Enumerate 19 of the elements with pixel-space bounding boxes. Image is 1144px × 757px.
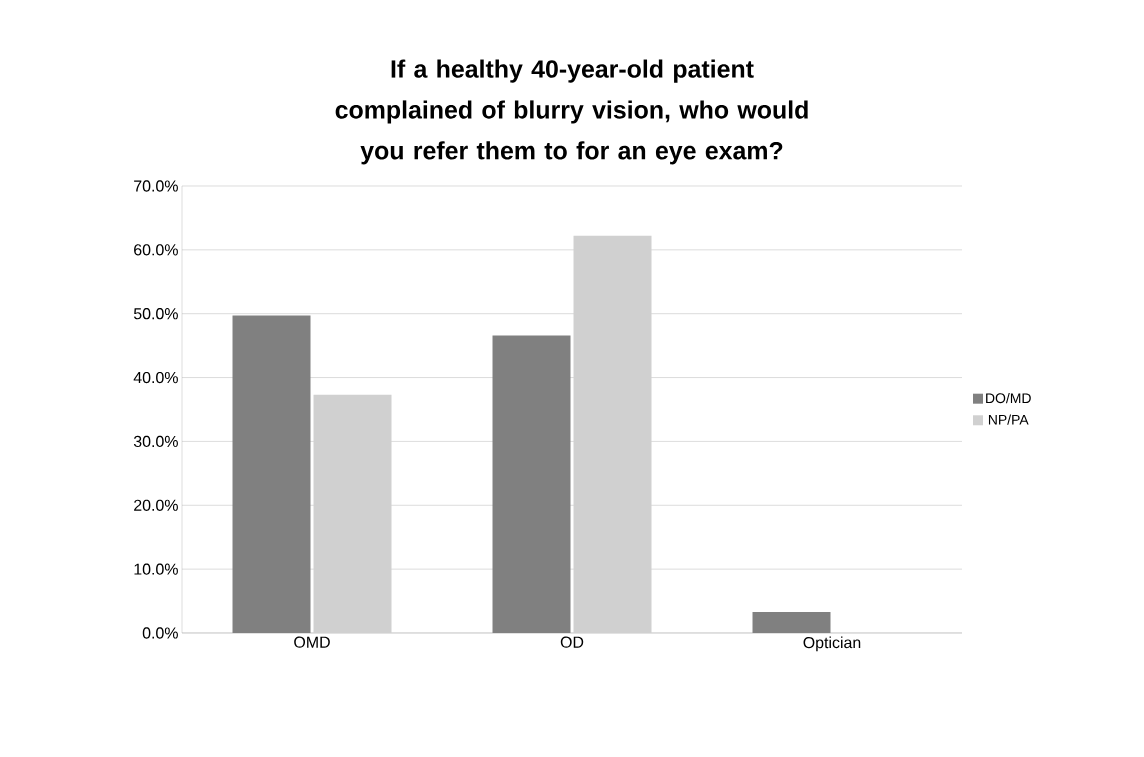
bar bbox=[313, 394, 392, 633]
y-tick-label: 20.0% bbox=[134, 499, 178, 511]
x-tick-label: OMD bbox=[294, 636, 330, 648]
y-tick-label: 40.0% bbox=[133, 371, 178, 384]
legend-label: DO/MD bbox=[986, 392, 1031, 404]
bar bbox=[573, 235, 652, 633]
y-tick-label: 60.0% bbox=[134, 244, 178, 256]
chart-title: If a healthy 40-year-old patient complained of blurry vision, who would you refer them to for an eye exam? bbox=[335, 59, 808, 165]
legend-label: NP/PA bbox=[988, 414, 1029, 425]
y-tick-label: 50.0% bbox=[133, 308, 178, 320]
y-tick-label: 10.0% bbox=[134, 563, 178, 575]
x-tick-label: OD bbox=[560, 636, 584, 648]
bar bbox=[492, 335, 571, 633]
y-tick-label: 30.0% bbox=[133, 435, 178, 448]
bar bbox=[752, 611, 831, 633]
x-tick-label: Optician bbox=[803, 636, 861, 652]
bar bbox=[232, 315, 311, 633]
y-tick-label: 0.0% bbox=[142, 627, 178, 639]
y-tick-label: 70.0% bbox=[134, 180, 178, 192]
